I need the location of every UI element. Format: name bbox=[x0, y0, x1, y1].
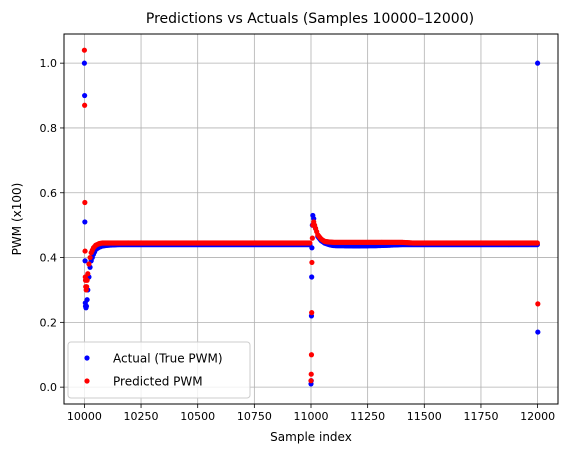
x-tick-label: 10000 bbox=[67, 410, 102, 423]
actual-point bbox=[535, 329, 541, 335]
predicted-point bbox=[81, 47, 87, 53]
series-predicted bbox=[81, 47, 541, 384]
x-tick-label: 10750 bbox=[237, 410, 272, 423]
grid bbox=[64, 34, 558, 404]
predicted-point bbox=[308, 378, 314, 384]
y-tick-label: 1.0 bbox=[40, 57, 58, 70]
predicted-point bbox=[309, 310, 315, 316]
y-tick-label: 0.4 bbox=[40, 252, 58, 265]
legend: Actual (True PWM) Predicted PWM bbox=[67, 341, 251, 399]
y-tick-label: 0.6 bbox=[40, 187, 58, 200]
chart-title: Predictions vs Actuals (Samples 10000–12… bbox=[146, 11, 474, 27]
actual-point bbox=[84, 297, 90, 303]
actual-point bbox=[82, 258, 88, 264]
y-tick-label: 0.2 bbox=[40, 316, 58, 329]
y-tick-label: 0.0 bbox=[40, 381, 58, 394]
predicted-point bbox=[86, 261, 92, 267]
legend-label-actual: Actual (True PWM) bbox=[113, 352, 223, 366]
x-tick-label: 11750 bbox=[463, 410, 498, 423]
predicted-point bbox=[84, 277, 90, 283]
x-tick-label: 10500 bbox=[180, 410, 215, 423]
x-tick-label: 11500 bbox=[407, 410, 442, 423]
predicted-point bbox=[82, 248, 88, 254]
actual-point bbox=[82, 219, 88, 225]
legend-marker-actual bbox=[84, 355, 90, 361]
x-tick-label: 11000 bbox=[294, 410, 329, 423]
actual-point bbox=[309, 245, 315, 251]
predicted-point bbox=[85, 271, 91, 277]
actual-point bbox=[535, 60, 541, 66]
actual-point bbox=[81, 60, 87, 66]
actual-point bbox=[82, 92, 88, 99]
legend-marker-predicted bbox=[84, 378, 90, 384]
plot-series bbox=[81, 47, 541, 387]
predicted-point bbox=[309, 235, 315, 241]
axis-ticks: 10000 10250 10500 10750 11000 11250 11500 11750… bbox=[40, 57, 556, 423]
y-axis-label: PWM (x100) bbox=[10, 183, 24, 256]
predicted-point bbox=[87, 254, 93, 261]
legend-label-predicted: Predicted PWM bbox=[113, 375, 203, 389]
x-tick-label: 10250 bbox=[124, 410, 159, 423]
legend-frame bbox=[67, 341, 251, 399]
predicted-point bbox=[308, 371, 314, 377]
predicted-point bbox=[82, 199, 88, 206]
predicted-point bbox=[309, 259, 315, 266]
predicted-point bbox=[82, 102, 88, 108]
x-axis-label: Sample index bbox=[270, 430, 352, 444]
y-tick-label: 0.8 bbox=[40, 122, 58, 135]
actual-point bbox=[309, 274, 315, 280]
x-tick-label: 11250 bbox=[350, 410, 385, 423]
predicted-point bbox=[307, 240, 313, 246]
x-tick-label: 12000 bbox=[520, 410, 555, 423]
actual-point bbox=[83, 303, 90, 309]
predicted-point bbox=[308, 352, 315, 358]
predicted-point bbox=[84, 284, 90, 290]
predicted-point bbox=[534, 240, 540, 246]
predicted-point bbox=[535, 301, 541, 307]
